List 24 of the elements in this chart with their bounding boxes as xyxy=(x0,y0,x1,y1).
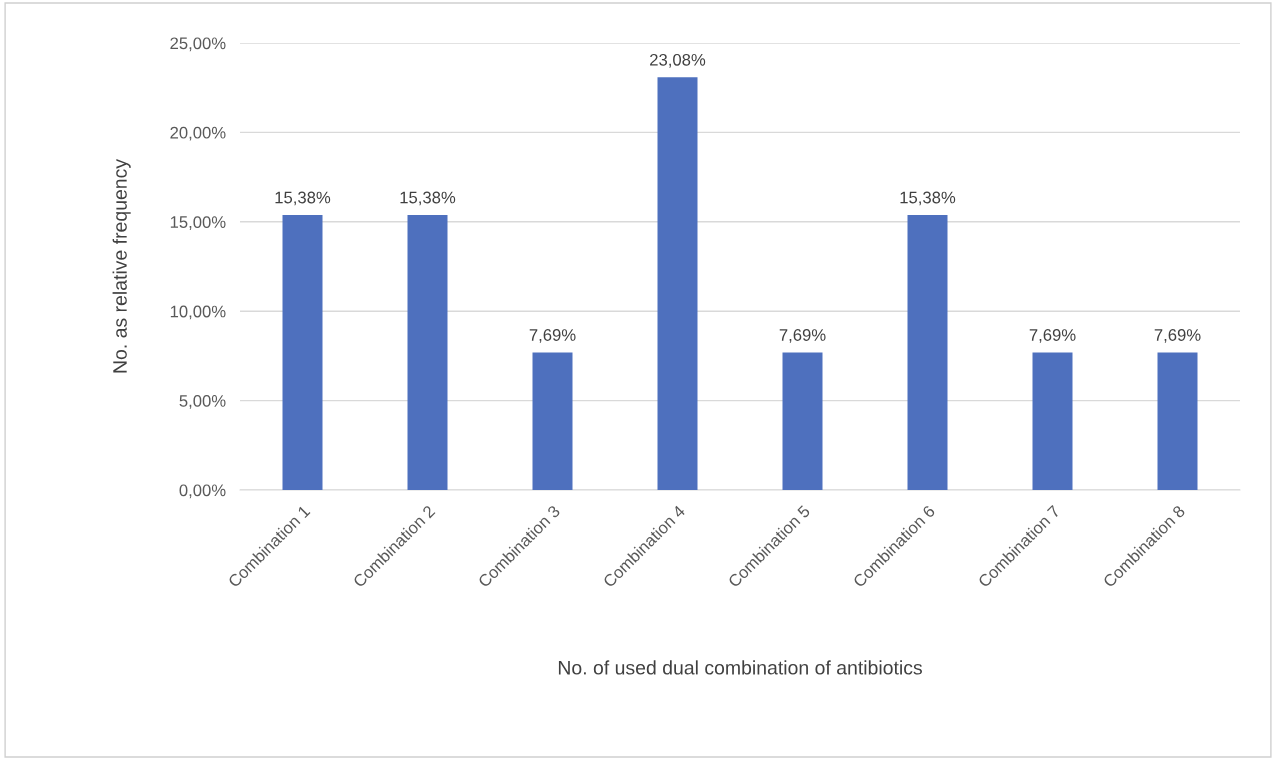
x-axis-title: No. of used dual combination of antibiotics xyxy=(558,660,922,675)
y-tick-label: 15,00% xyxy=(170,216,226,230)
bar xyxy=(907,215,948,490)
data-label: 7,69% xyxy=(1154,329,1201,343)
y-axis-title: No. as relative frequency xyxy=(112,158,131,373)
y-tick-label: 0,00% xyxy=(179,484,226,499)
bar xyxy=(1032,352,1073,490)
data-label: 7,69% xyxy=(779,329,826,343)
y-tick-label: 20,00% xyxy=(170,126,226,141)
data-label: 23,08% xyxy=(650,53,706,68)
bar xyxy=(782,352,823,490)
data-label: 15,38% xyxy=(400,191,456,206)
bar xyxy=(1157,352,1198,490)
bar xyxy=(532,352,573,490)
bar xyxy=(282,215,323,490)
data-label: 7,69% xyxy=(529,329,576,343)
bar xyxy=(407,215,448,490)
y-tick-label: 5,00% xyxy=(179,395,226,409)
bar xyxy=(657,77,698,490)
y-tick-label: 25,00% xyxy=(170,37,226,52)
data-label: 15,38% xyxy=(900,191,956,206)
data-label: 7,69% xyxy=(1029,329,1076,343)
y-tick-label: 10,00% xyxy=(170,305,226,320)
data-label: 15,38% xyxy=(275,191,331,206)
